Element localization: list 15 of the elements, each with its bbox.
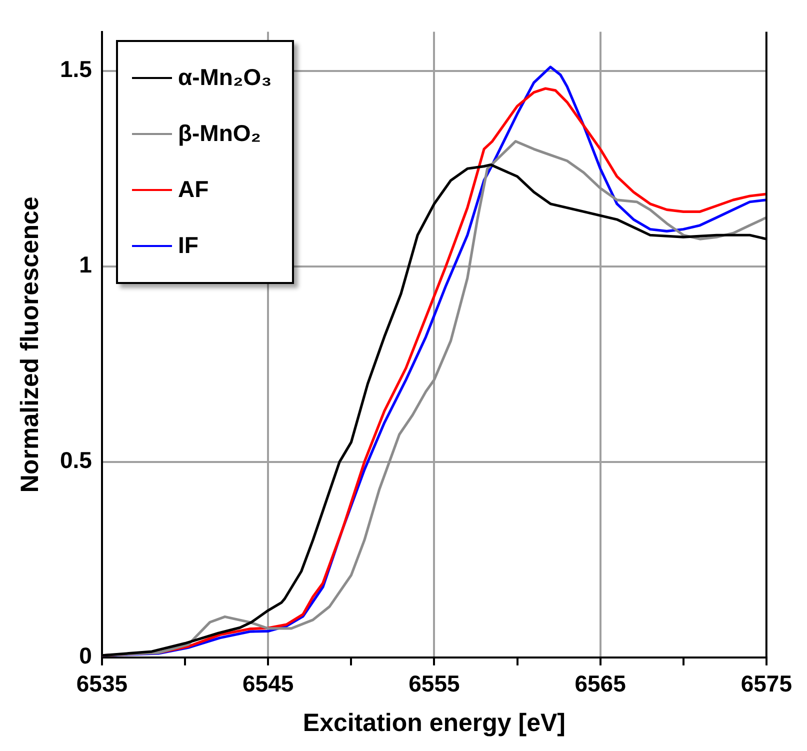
legend-label: α-Mn₂O₃: [178, 64, 272, 92]
y-tick-label: 0.5: [60, 447, 92, 474]
legend-label: IF: [178, 232, 198, 260]
x-tick-label: 6555: [408, 670, 460, 697]
legend-label: AF: [178, 176, 209, 204]
x-tick-label: 6575: [740, 670, 792, 697]
x-tick-label: 6535: [76, 670, 128, 697]
x-axis-title: Excitation energy [eV]: [302, 708, 566, 737]
x-tick-label: 6565: [574, 670, 626, 697]
y-tick-label: 1: [79, 252, 92, 278]
x-tick-label: 6545: [242, 670, 294, 697]
y-tick-label: 0: [79, 642, 92, 669]
y-axis-title: Normalized fluorescence: [16, 196, 44, 493]
legend-label: β-MnO₂: [178, 120, 261, 148]
y-tick-label: 1.5: [60, 56, 92, 82]
